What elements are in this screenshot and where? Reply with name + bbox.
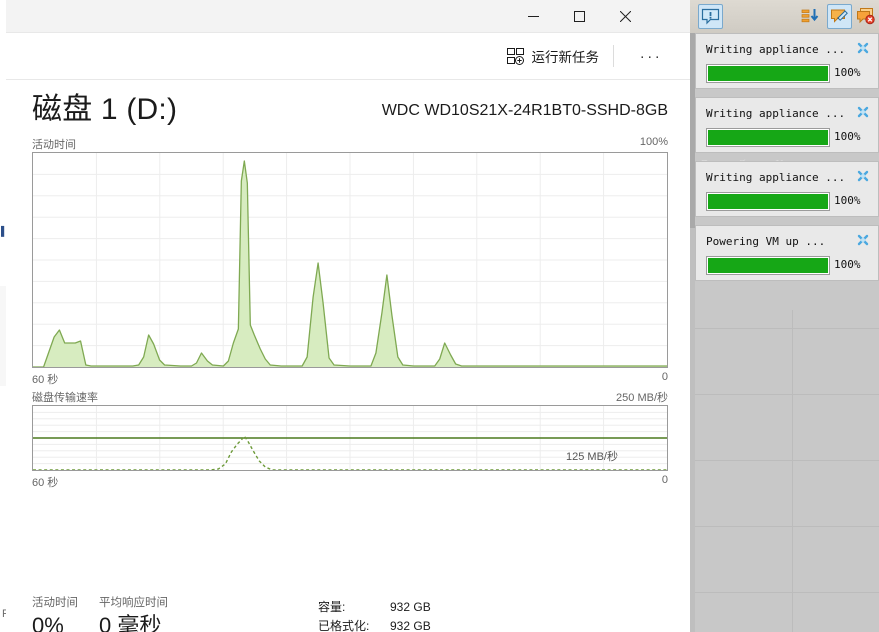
disk-detail-pane: 磁盘 1 (D:) WDC WD10S21X-24R1BT0-SSHD-8GB … — [6, 79, 694, 632]
detail-value: 932 GB — [390, 619, 431, 632]
transfer-graph-time: 60 秒 — [32, 477, 59, 489]
transfer-graph-labels: 磁盘传输速率 250 MB/秒 — [32, 389, 668, 404]
messages-icon[interactable] — [698, 4, 723, 29]
run-new-task-label: 运行新任务 — [531, 50, 600, 65]
progress-percent: 100% — [834, 130, 861, 143]
transfer-graph-svg — [33, 406, 667, 470]
task-name: Writing appliance ... — [706, 171, 846, 184]
activity-line — [33, 160, 667, 367]
task-progress: 100% — [706, 128, 870, 147]
title-bar — [6, 0, 694, 32]
disk-header: 磁盘 1 (D:) WDC WD10S21X-24R1BT0-SSHD-8GB — [32, 90, 668, 134]
list-item[interactable]: Writing appliance ... 100% — [695, 97, 879, 153]
cancel-icon[interactable] — [857, 105, 869, 118]
toolbar: 运行新任务 ··· — [6, 32, 694, 79]
activity-graph-axis: 60 秒 0 — [32, 371, 668, 386]
activity-graph-max: 100% — [639, 136, 668, 148]
edit-task-icon[interactable] — [827, 4, 852, 29]
list-item[interactable]: Writing appliance ... 100% — [695, 33, 879, 89]
task-progress-panel: in g y Writing appliance ... 100% — [690, 0, 879, 632]
task-name: Writing appliance ... — [706, 107, 846, 120]
transfer-graph-max: 250 MB/秒 — [616, 392, 668, 404]
task-progress: 100% — [706, 256, 870, 275]
progress-fill — [708, 66, 828, 81]
background-glyph-a: ▌ — [1, 226, 8, 236]
avg-response-label: 平均响应时间 — [99, 597, 168, 609]
write-rate-line — [33, 434, 667, 470]
task-manager-window: 运行新任务 ··· 磁盘 1 (D:) WDC WD10S21X-24R1BT0… — [6, 0, 694, 632]
task-name: Powering VM up ... — [706, 235, 826, 248]
new-task-icon — [506, 47, 524, 65]
close-icon[interactable] — [602, 0, 648, 32]
progress-track — [706, 192, 830, 211]
transfer-graph-zero: 0 — [661, 474, 668, 486]
progress-track — [706, 256, 830, 275]
disk-model: WDC WD10S21X-24R1BT0-SSHD-8GB — [381, 102, 668, 119]
activity-graph[interactable] — [32, 152, 668, 368]
grid-lines — [33, 406, 667, 470]
transfer-graph-mid: 125 MB/秒 — [566, 451, 618, 463]
panel-toolbar — [690, 0, 879, 34]
cancel-icon[interactable] — [857, 233, 869, 246]
disk-details: 容量: 932 GB 已格式化: 932 GB 系统磁盘: 否 页面文件: 否 — [318, 598, 538, 632]
detail-key: 已格式化: — [318, 619, 370, 632]
progress-track — [706, 128, 830, 147]
run-new-task-button[interactable]: 运行新任务 — [506, 43, 600, 69]
task-name: Writing appliance ... — [706, 43, 846, 56]
toolbar-divider — [613, 45, 614, 67]
list-item[interactable]: Writing appliance ... 100% — [695, 161, 879, 217]
clear-tasks-icon[interactable] — [853, 4, 878, 29]
disk-stats: 活动时间 0% 平均响应时间 0 毫秒 读取速度 0 KB/秒 写入速度 0 K… — [32, 596, 668, 632]
avg-response-value: 0 毫秒 — [99, 613, 162, 632]
activity-graph-zero: 0 — [661, 371, 668, 383]
active-time-label: 活动时间 — [32, 597, 78, 609]
cancel-icon[interactable] — [857, 41, 869, 54]
detail-row: 已格式化: 932 GB — [318, 617, 538, 632]
detail-key: 容量: — [318, 600, 346, 614]
detail-row: 容量: 932 GB — [318, 598, 538, 617]
progress-fill — [708, 130, 828, 145]
panel-scrollbar-thumb[interactable] — [690, 33, 695, 228]
background-glyph-b: F — [2, 608, 9, 620]
transfer-graph-label: 磁盘传输速率 — [32, 392, 98, 404]
avg-response-stat: 平均响应时间 0 毫秒 — [99, 596, 168, 632]
panel-empty-grid — [695, 310, 879, 632]
more-options-button[interactable]: ··· — [639, 47, 663, 65]
progress-percent: 100% — [834, 194, 861, 207]
cancel-icon[interactable] — [857, 169, 869, 182]
grid-lines — [33, 153, 667, 367]
activity-graph-time: 60 秒 — [32, 374, 59, 386]
transfer-graph[interactable] — [32, 405, 668, 471]
transfer-graph-axis: 60 秒 0 — [32, 474, 668, 489]
activity-graph-label: 活动时间 — [32, 139, 76, 151]
activity-graph-svg — [33, 153, 667, 367]
progress-percent: 100% — [834, 66, 861, 79]
progress-percent: 100% — [834, 258, 861, 271]
detail-value: 932 GB — [390, 600, 431, 614]
sort-icon[interactable] — [798, 4, 823, 29]
minimize-icon[interactable] — [510, 0, 556, 32]
panel-scrollbar[interactable] — [690, 33, 695, 632]
task-progress: 100% — [706, 64, 870, 83]
maximize-icon[interactable] — [556, 0, 602, 32]
active-time-value: 0% — [32, 613, 64, 632]
progress-track — [706, 64, 830, 83]
page-title: 磁盘 1 (D:) — [32, 93, 178, 126]
activity-graph-labels: 活动时间 100% — [32, 136, 668, 151]
task-progress: 100% — [706, 192, 870, 211]
task-list: Writing appliance ... 100% Writing appli… — [695, 33, 879, 632]
active-time-stat: 活动时间 0% — [32, 596, 78, 632]
list-item[interactable]: Powering VM up ... 100% — [695, 225, 879, 281]
progress-fill — [708, 258, 828, 273]
progress-fill — [708, 194, 828, 209]
